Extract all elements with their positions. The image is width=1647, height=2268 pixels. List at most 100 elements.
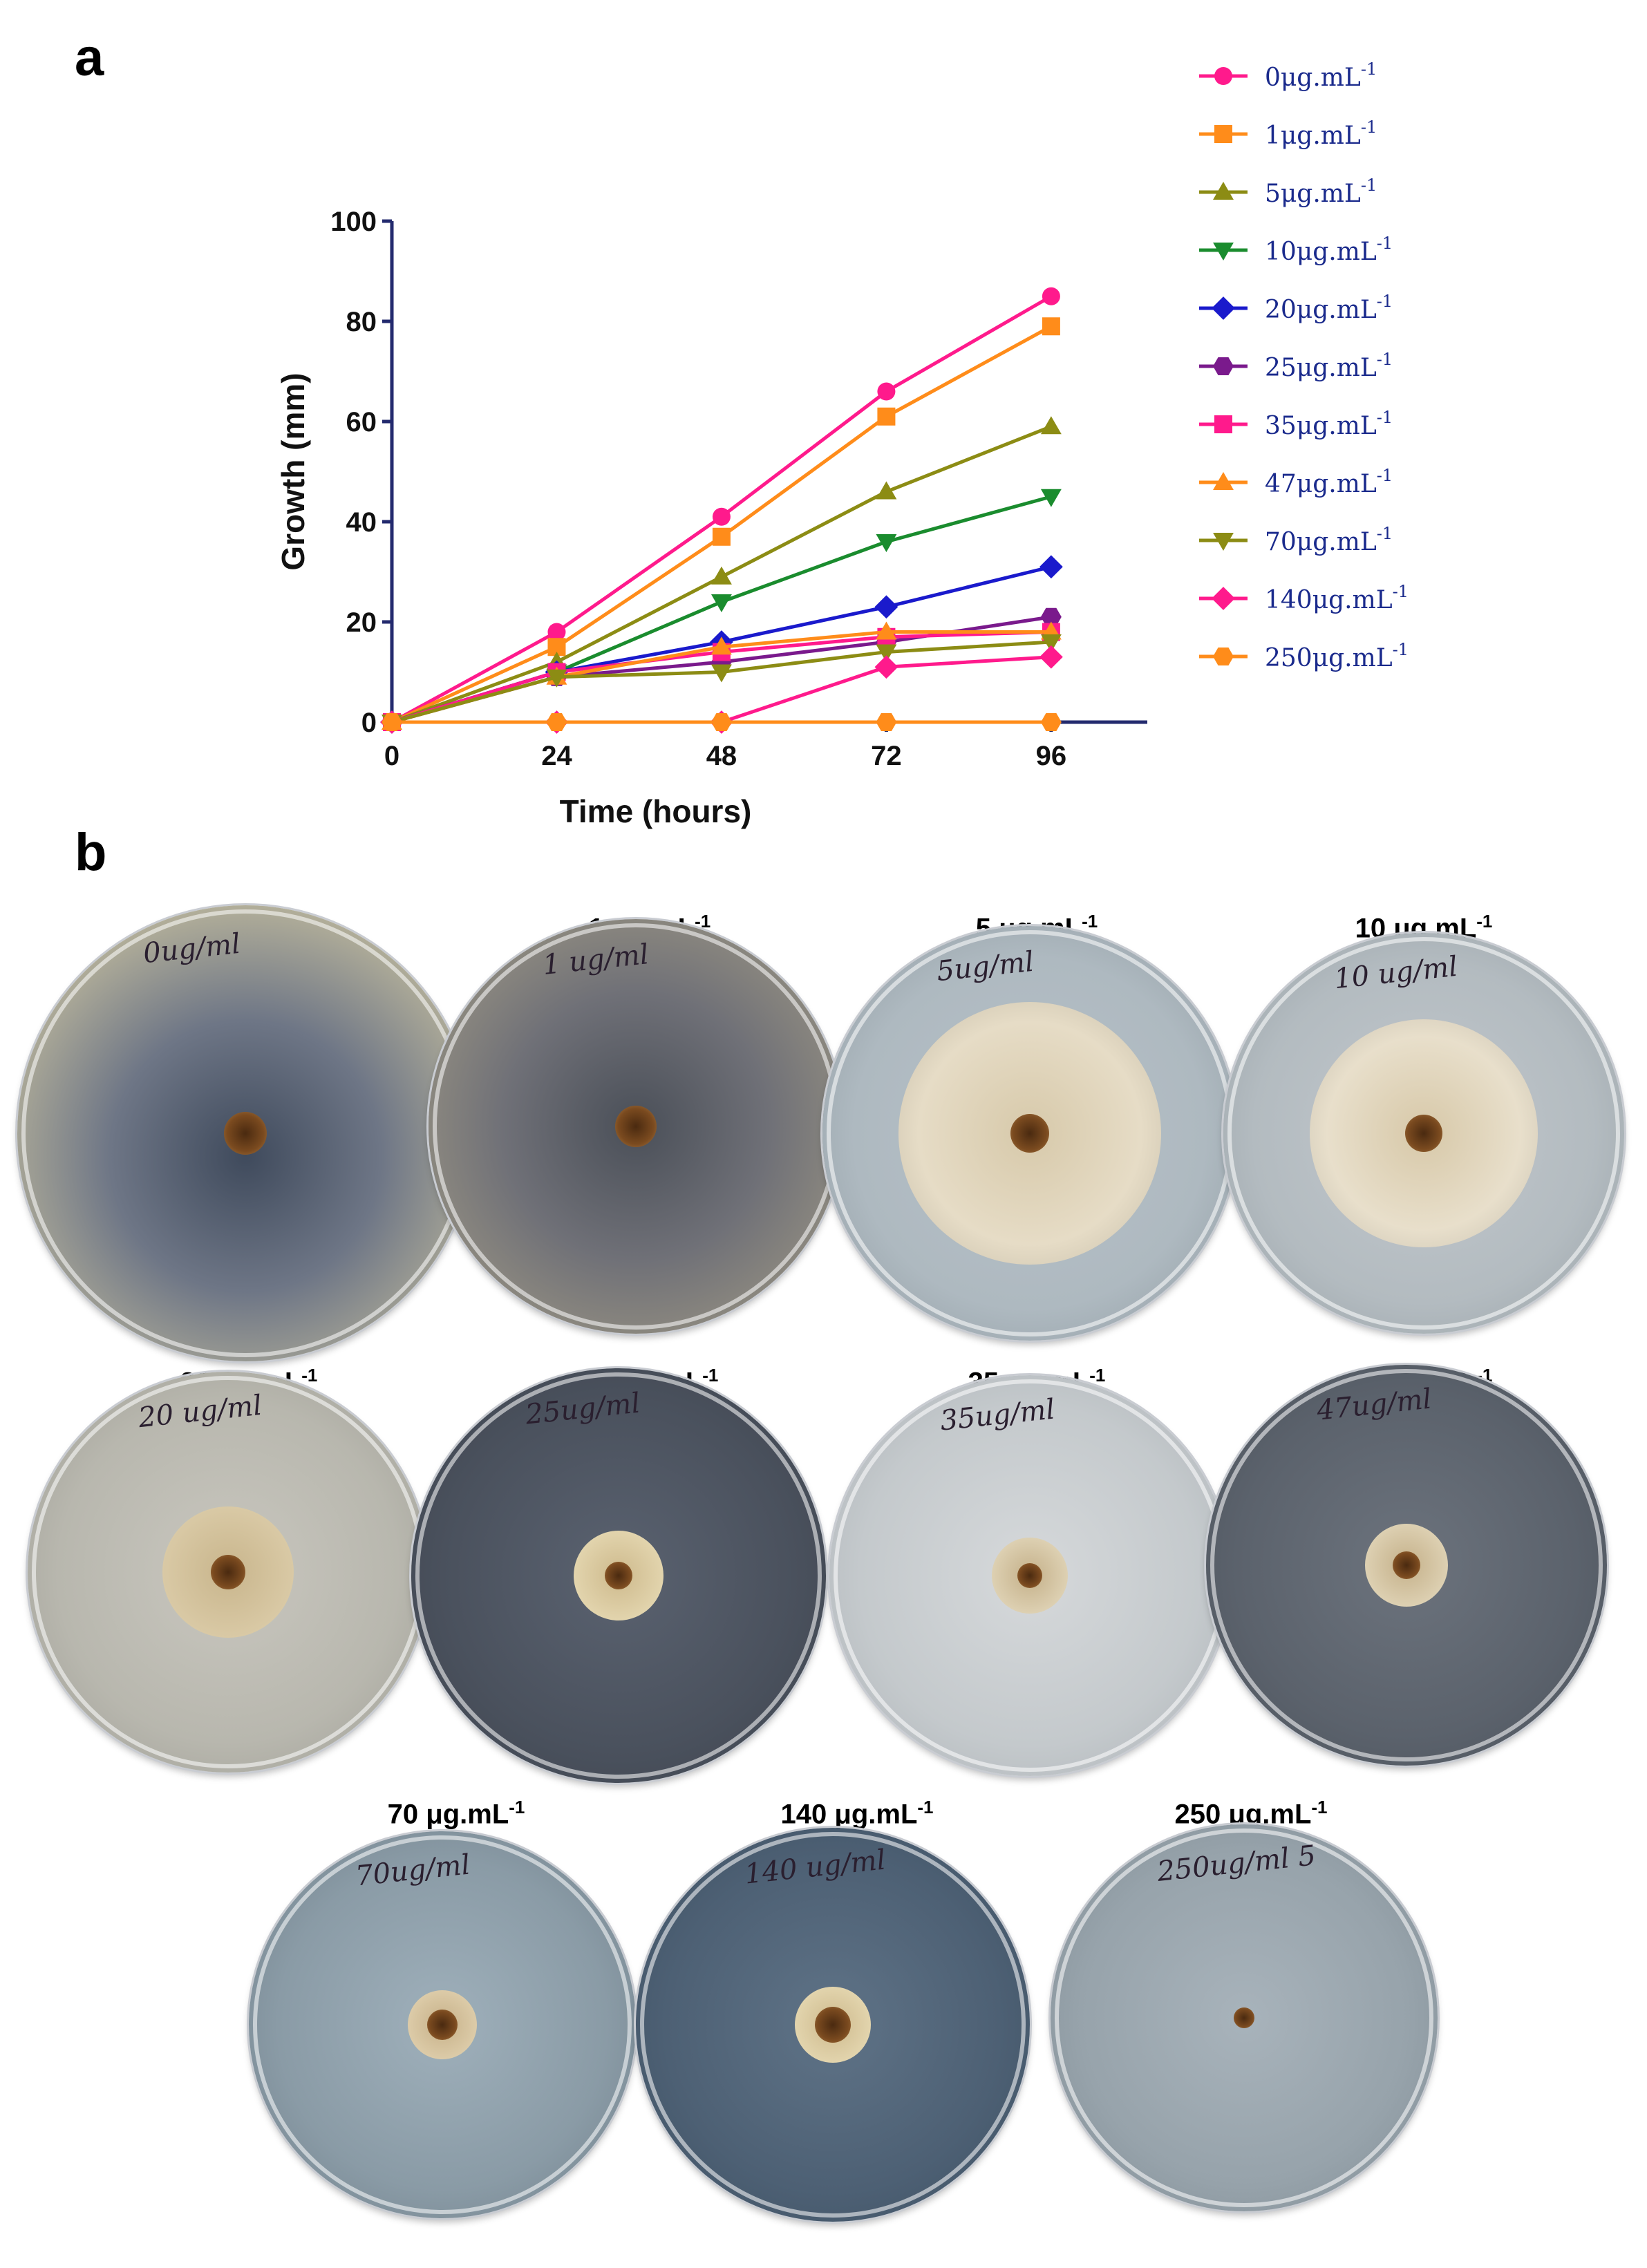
dish-label-text: 140 μg.mL: [780, 1799, 918, 1830]
petri-dish-7: 47ug/ml: [1206, 1365, 1607, 1766]
y-tick-label: 40: [346, 507, 377, 538]
x-tick-label: 24: [541, 741, 572, 771]
dish-rim: [1210, 1369, 1603, 1761]
legend-marker-8: [1213, 532, 1234, 551]
data-point-s4-4: [1039, 555, 1063, 579]
legend-marker-7: [1213, 472, 1234, 491]
x-tick-label: 96: [1036, 741, 1067, 771]
agar-plug: [615, 1106, 657, 1147]
dish-label-sup: -1: [702, 1365, 719, 1386]
dish-label-sup: -1: [301, 1365, 318, 1386]
dish-rim: [640, 1832, 1026, 2218]
legend-marker-9: [1212, 587, 1235, 610]
legend-marker-2: [1213, 182, 1234, 200]
dish-label-sup: -1: [1311, 1797, 1328, 1817]
data-point-s10-0: [382, 713, 402, 731]
y-tick-label: 100: [330, 207, 377, 237]
agar-plug: [211, 1555, 245, 1589]
legend-label-7: 47μg.mL-1: [1265, 466, 1393, 498]
y-tick-label: 80: [346, 307, 377, 337]
data-point-s4-3: [874, 595, 898, 619]
data-point-s7-2: [710, 636, 732, 655]
dish-rim: [1227, 937, 1620, 1330]
data-point-s0-4: [1042, 287, 1060, 305]
data-point-s3-3: [876, 533, 897, 552]
legend-marker-3: [1213, 242, 1234, 261]
data-point-s8-3: [876, 644, 897, 663]
legend-label-3: 10μg.mL-1: [1265, 234, 1393, 266]
agar-plug: [605, 1562, 632, 1589]
x-axis-title: Time (hours): [560, 793, 752, 829]
legend-label-4: 20μg.mL-1: [1265, 292, 1393, 324]
dish-label-10: 250 μg.mL-1: [1071, 1797, 1431, 1830]
legend-marker-1: [1214, 125, 1232, 143]
legend-label-9: 140μg.mL-1: [1265, 582, 1409, 614]
agar-plug: [1234, 2007, 1254, 2028]
y-tick-label: 20: [346, 607, 377, 638]
data-point-s2-3: [876, 481, 897, 500]
panel-a-label: a: [75, 28, 104, 87]
panel-b-label: b: [75, 823, 107, 882]
agar-plug: [1017, 1563, 1042, 1588]
legend-marker-6: [1214, 415, 1232, 433]
data-point-s8-4: [1040, 634, 1062, 652]
x-tick-label: 72: [871, 741, 902, 771]
petri-dish-6: 35ug/ml: [829, 1375, 1230, 1776]
data-point-s10-2: [710, 713, 732, 731]
growth-line-chart: 0 20 40 60 80 100 0 24 48 72 96 Time (hours) Growth …: [275, 59, 1409, 829]
legend-marker-5: [1213, 357, 1234, 375]
petri-dish-2: 5ug/ml: [822, 926, 1237, 1341]
legend-marker-10: [1213, 648, 1234, 665]
x-tick-label: 48: [706, 741, 737, 771]
data-point-s1-2: [712, 527, 731, 546]
y-tick-label: 0: [361, 708, 377, 738]
petri-dish-8: 70ug/ml: [249, 1831, 636, 2218]
data-point-s3-2: [710, 594, 732, 612]
petri-dish-1: 1 ug/ml: [429, 919, 843, 1334]
dish-label-sup: -1: [509, 1797, 525, 1817]
data-point-s10-1: [546, 713, 567, 731]
legend-label-1: 1μg.mL-1: [1265, 117, 1377, 150]
data-point-s2-2: [710, 566, 732, 585]
legend-marker-4: [1212, 296, 1235, 320]
data-point-s9-3: [874, 655, 898, 679]
dish-rim: [1055, 1828, 1433, 2207]
legend-label-5: 25μg.mL-1: [1265, 350, 1393, 382]
agar-plug: [1393, 1551, 1420, 1579]
dish-label-sup: -1: [1089, 1365, 1106, 1386]
agar-plug: [224, 1112, 267, 1155]
data-point-s1-3: [877, 407, 896, 426]
legend-label-10: 250μg.mL-1: [1265, 640, 1409, 672]
dish-rim: [415, 1372, 822, 1779]
legend-marker-0: [1214, 67, 1232, 85]
data-point-s10-4: [1040, 713, 1062, 731]
data-point-s0-3: [877, 382, 896, 401]
dish-label-sup: -1: [1082, 911, 1098, 932]
data-point-s8-2: [710, 664, 732, 683]
dish-rim: [253, 1835, 632, 2214]
petri-dish-4: 20 ug/ml: [28, 1372, 429, 1773]
petri-dish-3: 10 ug/ml: [1223, 933, 1624, 1334]
petri-dish-10: 250ug/ml 5: [1051, 1824, 1438, 2211]
data-point-s0-2: [712, 507, 731, 526]
agar-plug: [1405, 1115, 1442, 1152]
petri-dish-5: 25ug/ml: [411, 1368, 826, 1783]
data-point-s3-4: [1040, 489, 1062, 507]
x-tick-label: 0: [384, 741, 399, 771]
dish-label-8: 70 μg.mL-1: [276, 1797, 636, 1830]
agar-plug: [815, 2007, 851, 2043]
petri-dish-0: 0ug/ml: [17, 905, 473, 1361]
dish-label-sup: -1: [1476, 911, 1493, 932]
dish-label-text: 70 μg.mL: [387, 1799, 509, 1830]
data-point-s9-4: [1039, 645, 1063, 669]
data-point-s0-1: [547, 623, 566, 641]
petri-dish-9: 140 ug/ml: [636, 1828, 1030, 2222]
legend-label-0: 0μg.mL-1: [1265, 59, 1377, 92]
agar-plug: [1010, 1114, 1049, 1153]
legend-label-6: 35μg.mL-1: [1265, 408, 1393, 440]
dish-label-sup: -1: [695, 911, 711, 932]
data-point-s10-3: [876, 713, 897, 731]
data-point-s1-4: [1042, 317, 1060, 336]
dish-label-text: 250 μg.mL: [1174, 1799, 1312, 1830]
data-point-s5-4: [1040, 607, 1062, 626]
